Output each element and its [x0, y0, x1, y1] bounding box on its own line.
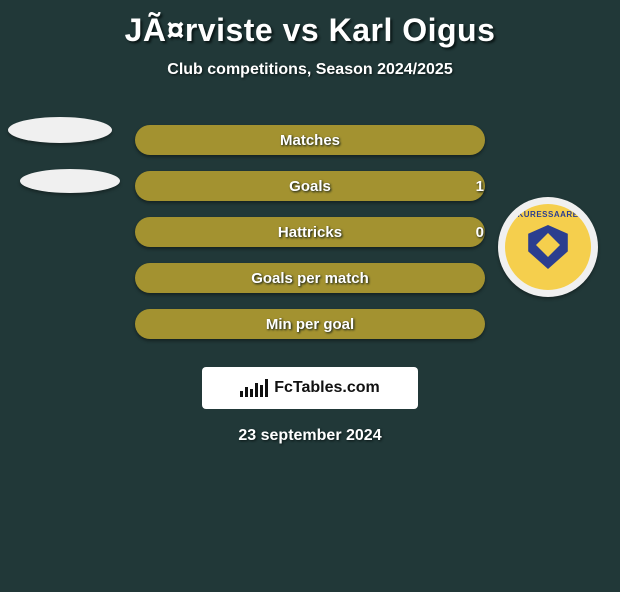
comparison-chart: KURESSAARE Matches Goals 1 Hattricks 0 G… [0, 117, 620, 347]
stat-bar: Min per goal [135, 309, 485, 339]
fctables-badge[interactable]: FcTables.com [202, 367, 418, 409]
stat-label: Hattricks [278, 224, 342, 241]
snapshot-date: 23 september 2024 [0, 427, 620, 445]
club-name-label: KURESSAARE [505, 210, 591, 219]
stat-bar: Hattricks [135, 217, 485, 247]
stat-row-matches: Matches [0, 117, 620, 163]
shield-icon [526, 225, 570, 269]
right-player-club-logo: KURESSAARE [498, 197, 598, 297]
stat-row-mpg: Min per goal [0, 301, 620, 347]
stat-label: Goals per match [251, 270, 369, 287]
stat-label: Matches [280, 132, 340, 149]
season-subtitle: Club competitions, Season 2024/2025 [0, 61, 620, 79]
stat-label: Min per goal [266, 316, 354, 333]
club-logo-inner: KURESSAARE [505, 204, 591, 290]
stat-label: Goals [289, 178, 331, 195]
stat-value-right: 0 [476, 224, 484, 241]
bar-chart-icon [240, 379, 268, 397]
stat-bar: Goals per match [135, 263, 485, 293]
stat-bar: Matches [135, 125, 485, 155]
fctables-label: FcTables.com [274, 379, 380, 397]
page-title: JÃ¤rviste vs Karl Oigus [0, 12, 620, 49]
stat-value-right: 1 [476, 178, 484, 195]
stat-bar: Goals [135, 171, 485, 201]
